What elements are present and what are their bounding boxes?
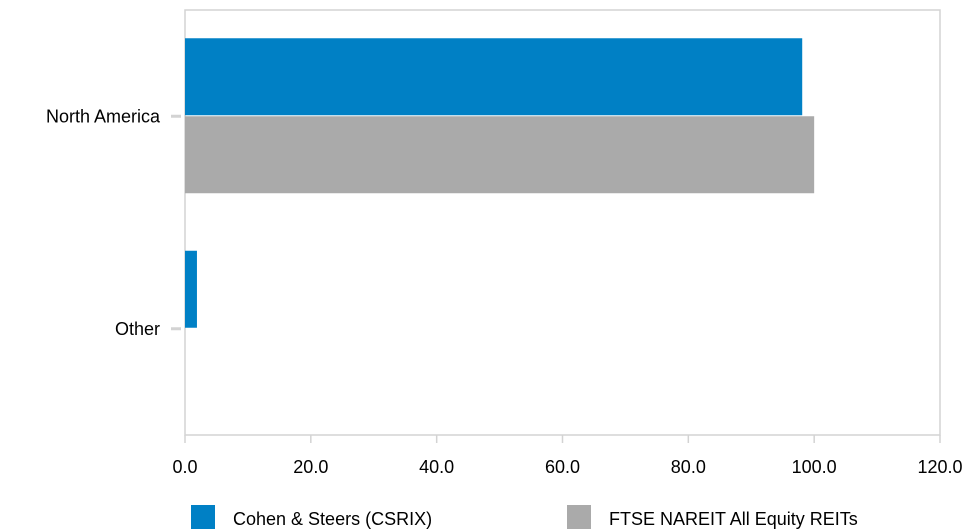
x-tick-label: 0.0: [172, 457, 197, 477]
x-tick-label: 20.0: [293, 457, 328, 477]
y-tick-label: Other: [115, 319, 160, 339]
bar-north-america-series-1: [185, 38, 803, 116]
bar-north-america-series-2: [185, 116, 815, 194]
legend-label: Cohen & Steers (CSRIX): [233, 509, 432, 529]
legend-label: FTSE NAREIT All Equity REITs: [609, 509, 858, 529]
x-axis: 0.0 20.0 40.0 60.0 80.0 100.0 120.0: [172, 435, 963, 477]
legend-swatch: [567, 505, 591, 529]
legend-swatch: [191, 505, 215, 529]
y-axis: North America Other: [46, 106, 181, 339]
bar-other-series-1: [185, 250, 197, 328]
y-tick-label: North America: [46, 106, 161, 126]
x-tick-label: 60.0: [545, 457, 580, 477]
x-tick-label: 120.0: [917, 457, 962, 477]
legend: Cohen & Steers (CSRIX) FTSE NAREIT All Eq…: [191, 505, 858, 529]
bars-group: [185, 38, 815, 328]
x-tick-label: 40.0: [419, 457, 454, 477]
x-tick-label: 100.0: [792, 457, 837, 477]
x-tick-label: 80.0: [671, 457, 706, 477]
